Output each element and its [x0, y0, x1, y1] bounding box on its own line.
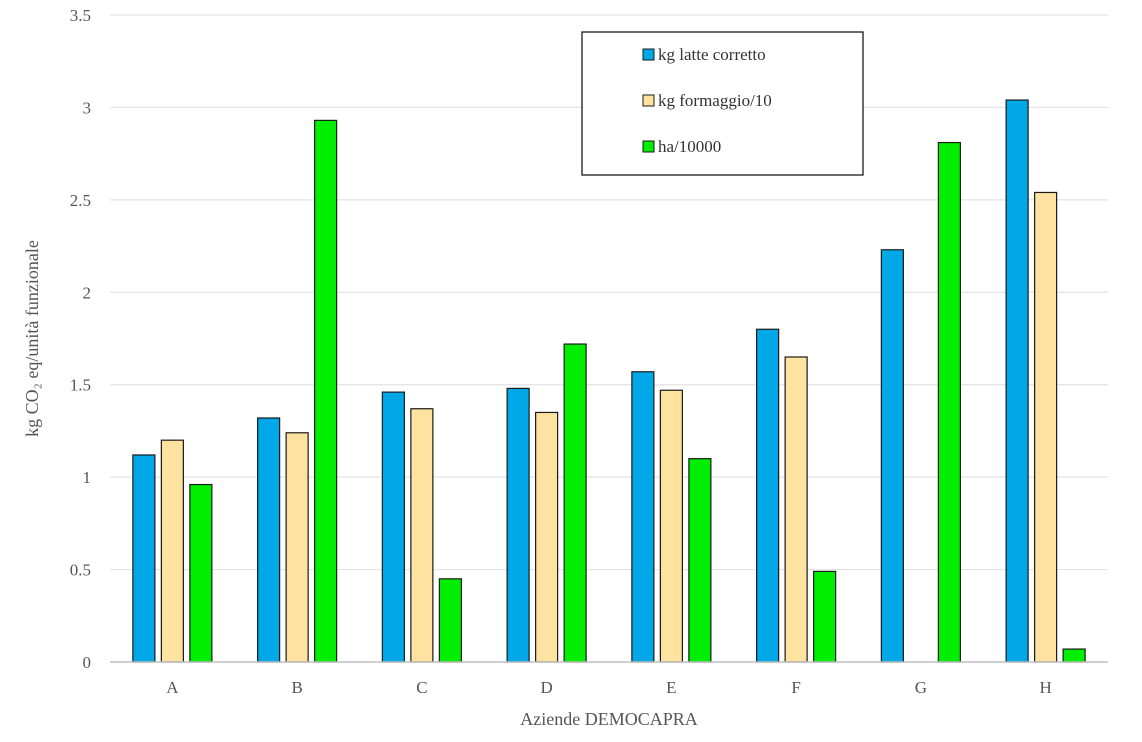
bars — [132, 99, 1086, 663]
x-tick-labels: A B C D E F G H — [166, 678, 1052, 697]
y-tick-label: 0 — [83, 653, 92, 672]
bar-H-series-3 — [1062, 648, 1086, 663]
bar-H-series-2 — [1034, 191, 1058, 663]
x-tick-label: D — [540, 678, 552, 697]
legend: kg latte corretto kg formaggio/10 ha/10000 — [581, 31, 864, 176]
bar-D-series-1 — [506, 387, 530, 663]
bar-C-series-2 — [410, 408, 434, 663]
y-tick-label: 3 — [83, 98, 92, 117]
y-tick-label: 3.5 — [70, 6, 91, 25]
x-tick-label: H — [1039, 678, 1051, 697]
legend-label: kg latte corretto — [658, 45, 766, 64]
bar-F-series-1 — [756, 328, 780, 663]
bar-D-series-3 — [563, 343, 587, 663]
x-tick-label: F — [791, 678, 800, 697]
bar-F-series-3 — [813, 570, 837, 663]
bar-E-series-2 — [659, 389, 683, 663]
bar-B-series-3 — [314, 119, 338, 663]
bar-B-series-1 — [257, 417, 281, 663]
legend-swatch — [642, 140, 655, 153]
bar-E-series-3 — [688, 458, 712, 663]
x-axis-title: Aziende DEMOCAPRA — [520, 709, 698, 729]
x-tick-label: B — [291, 678, 302, 697]
x-tick-label: E — [666, 678, 676, 697]
y-tick-labels: 0 0.5 1 1.5 2 2.5 3 3.5 — [70, 6, 91, 672]
legend-swatch — [642, 48, 655, 61]
legend-label: kg formaggio/10 — [658, 91, 772, 110]
y-tick-label: 1.5 — [70, 376, 91, 395]
y-axis-title: kg CO₂ eq/unità funzionale — [22, 240, 42, 437]
bar-A-series-3 — [189, 483, 213, 663]
y-tick-label: 2.5 — [70, 191, 91, 210]
legend-swatch — [642, 94, 655, 107]
x-tick-label: G — [915, 678, 927, 697]
bar-H-series-1 — [1005, 99, 1029, 663]
bar-A-series-1 — [132, 454, 156, 663]
legend-label: ha/10000 — [658, 137, 721, 156]
bar-A-series-2 — [160, 439, 184, 663]
x-tick-label: A — [166, 678, 179, 697]
bar-E-series-1 — [631, 371, 655, 663]
bar-B-series-2 — [285, 432, 309, 663]
y-tick-label: 2 — [83, 283, 92, 302]
bar-G-series-1 — [880, 249, 904, 663]
bar-F-series-2 — [784, 356, 808, 663]
bar-C-series-3 — [438, 578, 462, 663]
bar-C-series-1 — [381, 391, 405, 663]
legend-box — [581, 31, 864, 176]
bar-G-series-3 — [937, 141, 961, 663]
x-tick-label: C — [416, 678, 427, 697]
bar-D-series-2 — [535, 411, 559, 663]
y-tick-label: 1 — [83, 468, 92, 487]
y-tick-label: 0.5 — [70, 561, 91, 580]
